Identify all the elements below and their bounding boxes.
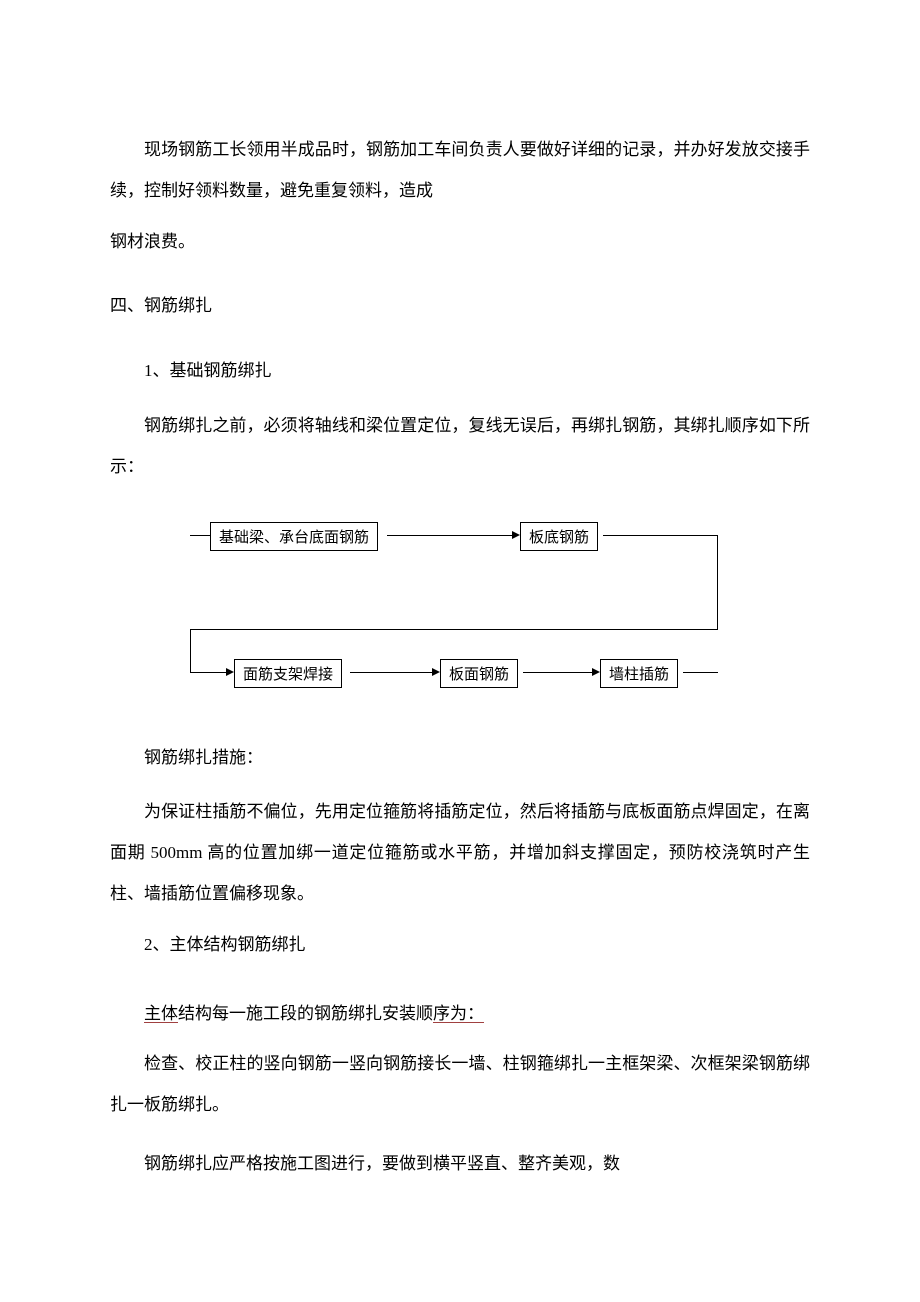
subsection-2-order-body: 检查、校正柱的竖向钢筋一竖向钢筋接长一墙、柱钢箍绑扎一主框架梁、次框架梁钢筋绑扎…: [110, 1044, 810, 1126]
flow-arrow-1-2: [387, 535, 515, 536]
flow-arrowhead-1-2: [512, 531, 520, 539]
flow-arrowhead-enter-row2: [226, 668, 234, 676]
flow-left-stub-1: [190, 535, 210, 536]
measures-body: 为保证柱插筋不偏位，先用定位箍筋将插筋定位，然后将插筋与底板面筋点焊固定，在离面…: [110, 792, 810, 914]
flow-right-stub-5: [683, 672, 718, 673]
flow-right-stub-2: [603, 535, 718, 536]
flow-enter-row2: [190, 672, 228, 673]
subsection-2-title: 2、主体结构钢筋绑扎: [110, 925, 810, 966]
measures-title: 钢筋绑扎措施：: [110, 738, 810, 779]
intro-paragraph-line1: 现场钢筋工长领用半成品时，钢筋加工车间负责人要做好详细的记录，并办好发放交接手续…: [110, 130, 810, 212]
flowchart: 基础梁、承台底面钢筋 板底钢筋 面筋支架焊接 板面钢筋 墙柱插筋: [190, 522, 730, 692]
subsection-1-title: 1、基础钢筋绑扎: [110, 351, 810, 392]
flow-box-1: 基础梁、承台底面钢筋: [210, 522, 378, 551]
order-mid: 结构每一施工段的钢筋绑扎安装顺: [178, 1004, 433, 1023]
intro-paragraph-line2: 钢材浪费。: [110, 222, 810, 263]
flow-box-4: 板面钢筋: [440, 659, 518, 688]
flow-arrowhead-3-4: [432, 668, 440, 676]
flow-vert-left: [190, 629, 191, 673]
subsection-1-body: 钢筋绑扎之前，必须将轴线和梁位置定位，复线无误后，再绑扎钢筋，其绑扎顺序如下所示…: [110, 406, 810, 488]
section-heading: 四、钢筋绑扎: [110, 286, 810, 327]
underline-suffix: 序为：: [433, 1004, 484, 1023]
flow-vert-right: [717, 535, 718, 630]
subsection-2-final: 钢筋绑扎应严格按施工图进行，要做到横平竖直、整齐美观，数: [110, 1144, 810, 1185]
flow-box-2: 板底钢筋: [520, 522, 598, 551]
flow-arrow-4-5: [523, 672, 595, 673]
flow-arrowhead-4-5: [592, 668, 600, 676]
flow-horiz-return: [190, 629, 718, 630]
flow-box-5: 墙柱插筋: [600, 659, 678, 688]
underline-prefix: 主体: [144, 1004, 178, 1023]
flow-box-3: 面筋支架焊接: [234, 659, 342, 688]
flow-arrow-3-4: [350, 672, 435, 673]
subsection-2-order-intro: 主体结构每一施工段的钢筋绑扎安装顺序为：: [110, 994, 810, 1035]
